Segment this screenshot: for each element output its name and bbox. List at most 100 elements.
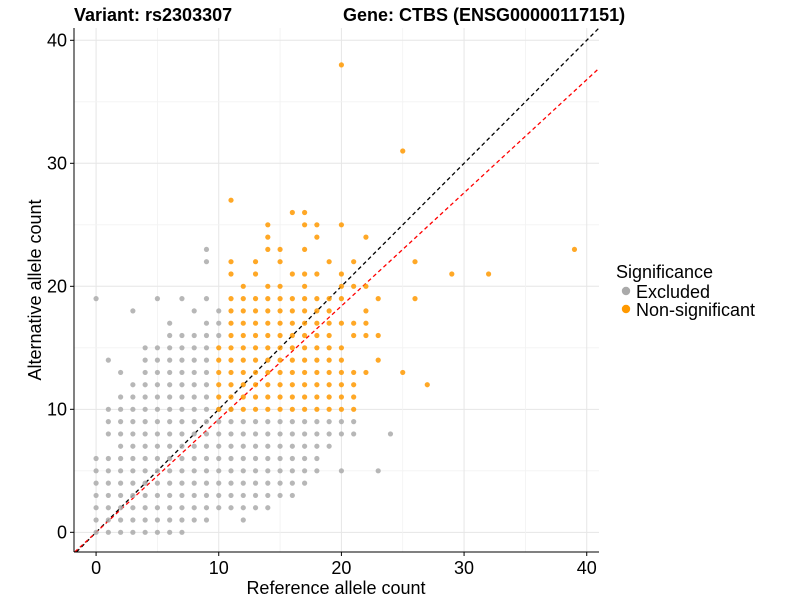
data-point [228,320,234,326]
data-point [93,480,99,486]
data-point [154,419,161,425]
data-point [314,394,320,400]
data-point [314,234,320,240]
data-point [363,283,369,289]
data-point [314,345,320,351]
data-point [314,308,320,314]
data-point [203,468,210,474]
data-point [130,505,136,511]
data-point [314,357,320,363]
x-tick-label: 30 [454,558,474,578]
legend-label-non-significant: Non-significant [636,300,755,320]
data-point [314,271,320,277]
data-point [179,357,185,363]
data-point [228,308,234,314]
data-point [154,505,161,511]
data-point [105,406,111,412]
data-point [179,431,185,437]
data-point [154,394,161,400]
data-point [265,443,271,449]
data-point [277,308,283,314]
data-point [203,320,210,326]
data-point [130,492,136,499]
data-point [167,369,173,376]
y-tick-label: 40 [47,30,67,50]
data-point [289,419,295,425]
data-point [277,332,283,339]
data-point [203,345,210,351]
data-point [326,406,332,412]
data-point [142,468,148,474]
data-point [216,332,222,339]
data-point [154,357,161,363]
data-point [203,296,210,302]
data-point [118,468,124,474]
data-point [154,443,161,449]
data-point [265,345,271,351]
data-point [363,234,369,240]
data-point [118,505,124,511]
legend: Significance Excluded Non-significant [616,262,755,320]
data-point [191,480,197,486]
data-point [302,468,308,474]
data-point [240,492,246,499]
data-point [105,431,111,437]
data-point [191,517,197,523]
data-point [191,345,197,351]
data-point [93,505,99,511]
data-point [326,443,332,449]
data-point [167,455,173,462]
data-point [191,505,197,511]
data-point [179,468,185,474]
data-point [265,369,271,376]
data-point [302,394,308,400]
data-point [252,369,259,376]
data-point [412,296,418,302]
data-point [130,517,136,523]
data-point [216,394,222,400]
data-point [167,505,173,511]
data-point [240,455,246,462]
data-point [93,296,99,302]
data-point [351,332,357,339]
data-point [265,382,271,388]
data-point [252,259,259,265]
data-point [179,492,185,499]
series-non-significant [216,62,578,412]
data-point [167,394,173,400]
data-point [277,455,283,462]
data-point [216,492,222,499]
data-point [338,382,345,388]
data-point [105,357,111,363]
data-point [289,271,295,277]
data-point [363,308,369,314]
data-point [363,320,369,326]
data-point [118,394,124,400]
data-point [277,320,283,326]
data-point [252,443,259,449]
data-point [449,271,455,277]
data-point [338,431,345,437]
data-point [228,443,234,449]
legend-title: Significance [616,262,713,282]
data-point [191,369,197,376]
data-point [142,419,148,425]
data-point [216,455,222,462]
data-point [277,296,283,302]
data-point [326,345,332,351]
data-point [203,480,210,486]
data-point [326,431,332,437]
data-point [130,419,136,425]
data-point [314,419,320,425]
data-point [154,529,161,535]
plot-background [74,28,599,552]
data-point [167,492,173,499]
data-point [351,283,357,289]
data-point [240,443,246,449]
data-point [93,455,99,462]
data-point [240,357,246,363]
data-point [154,345,161,351]
data-point [142,480,148,486]
data-point [265,296,271,302]
data-point [179,345,185,351]
